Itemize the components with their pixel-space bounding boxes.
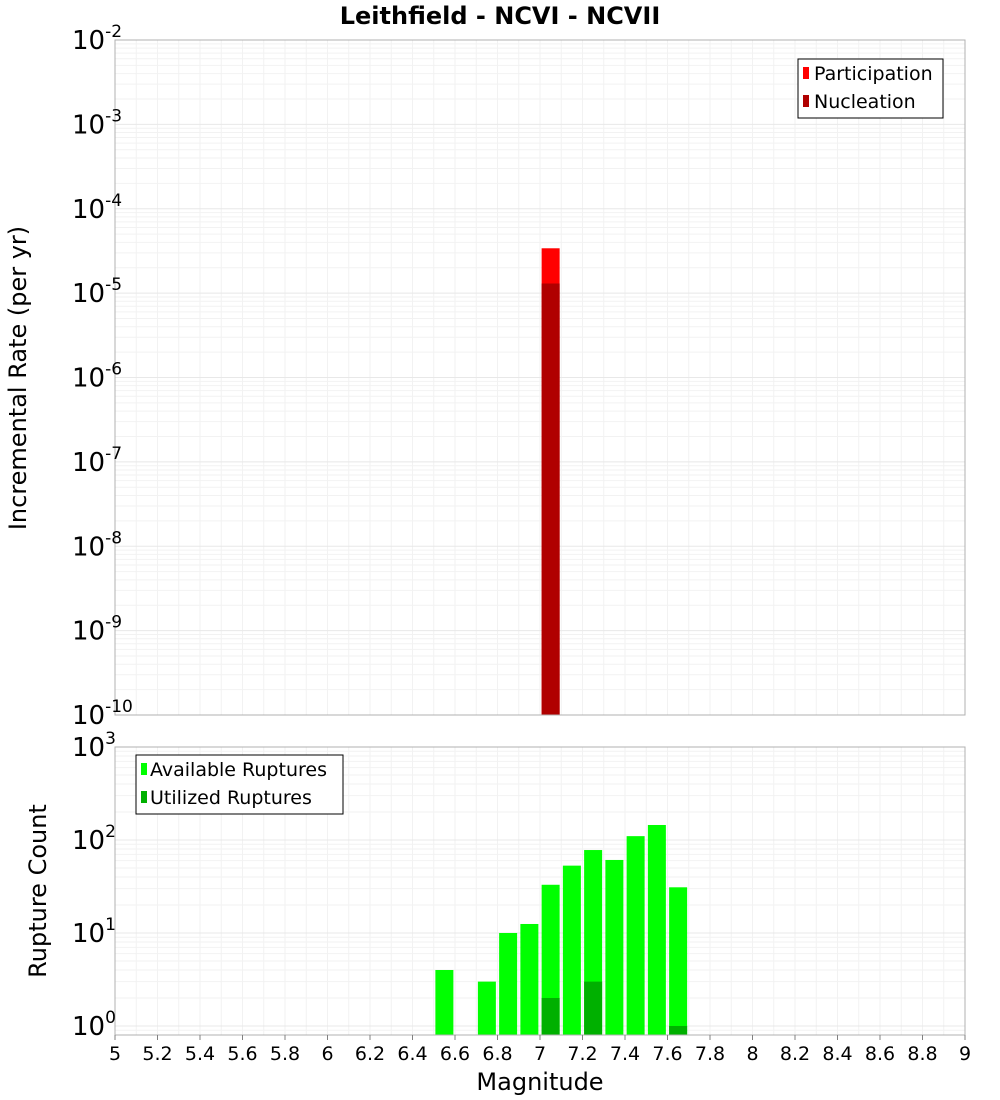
bar-nucleation [541, 283, 560, 715]
y-tick-label: 10-5 [72, 275, 122, 309]
x-tick-label: 7.4 [610, 1043, 640, 1065]
y-tick-label: 100 [72, 1008, 116, 1042]
legend-label-nucleation: Nucleation [814, 91, 916, 113]
bottom-panel: 100 101 102 103 5 5.2 5.4 5.6 5.8 6 6.2 6.4 6.6 6.8 7… [24, 729, 971, 1096]
bar-utilized [584, 981, 603, 1035]
legend-label-utilized: Utilized Ruptures [150, 787, 312, 809]
x-tick-label: 8 [746, 1043, 758, 1065]
bottom-legend: Available Ruptures Utilized Ruptures [135, 754, 344, 815]
chart-title: Leithfield - NCVI - NCVII [340, 2, 661, 30]
y-tick-label: 10-7 [72, 444, 122, 478]
top-legend: Participation Nucleation [797, 58, 944, 119]
x-tick-label: 8.6 [865, 1043, 895, 1065]
top-y-axis-label: Incremental Rate (per yr) [4, 226, 32, 530]
bar-available [626, 836, 645, 1035]
legend-swatch-utilized [141, 791, 147, 803]
bar-utilized [541, 997, 560, 1035]
x-axis-label: Magnitude [476, 1068, 603, 1096]
y-tick-label: 10-10 [72, 697, 133, 731]
x-tick-label: 5.2 [142, 1043, 172, 1065]
x-tick-label: 9 [959, 1043, 971, 1065]
x-tick-label: 5.6 [227, 1043, 257, 1065]
bar-available [669, 887, 688, 1035]
y-tick-label: 10-6 [72, 360, 122, 394]
bar-available [499, 932, 518, 1035]
x-tick-label: 7 [534, 1043, 546, 1065]
bottom-bars [435, 824, 688, 1035]
y-tick-label: 103 [72, 729, 116, 763]
y-tick-label: 101 [72, 915, 116, 949]
bar-available [477, 981, 496, 1035]
bottom-y-axis-label: Rupture Count [24, 804, 52, 978]
x-tick-label: 6.8 [482, 1043, 512, 1065]
top-plot-frame [114, 39, 966, 716]
bar-available [562, 865, 581, 1035]
top-grid [114, 39, 966, 716]
y-tick-label: 10-2 [72, 22, 122, 56]
x-tick-label: 7.6 [652, 1043, 682, 1065]
x-tick-label: 8.8 [907, 1043, 937, 1065]
bar-available [520, 923, 539, 1035]
y-tick-label: 10-3 [72, 106, 122, 140]
bar-available [647, 824, 666, 1035]
x-tick-label: 8.4 [822, 1043, 852, 1065]
x-tick-label: 6 [321, 1043, 333, 1065]
bar-available [435, 969, 454, 1035]
bar-available [541, 884, 560, 1035]
y-tick-label: 10-8 [72, 528, 122, 562]
x-ticks: 5 5.2 5.4 5.6 5.8 6 6.2 6.4 6.6 6.8 7 7.2 7.4 7.6 7.8 8… [109, 1035, 971, 1065]
top-y-ticks: 10-10 10-9 10-8 10-7 10-6 10-5 10-4 10-3 10-2 [72, 22, 133, 731]
top-legend-box [797, 58, 944, 119]
x-tick-label: 7.8 [695, 1043, 725, 1065]
legend-label-participation: Participation [814, 63, 933, 85]
bottom-y-ticks: 100 101 102 103 [72, 729, 116, 1042]
x-tick-label: 8.2 [780, 1043, 810, 1065]
bar-utilized [669, 1025, 688, 1035]
legend-swatch-participation [803, 67, 809, 79]
legend-swatch-nucleation [803, 95, 809, 107]
x-tick-label: 7.2 [567, 1043, 597, 1065]
bottom-legend-box [135, 754, 344, 815]
x-tick-label: 5.4 [185, 1043, 215, 1065]
top-panel: 10-10 10-9 10-8 10-7 10-6 10-5 10-4 10-3 10-2 In… [4, 22, 966, 731]
bar-available [605, 859, 624, 1035]
y-tick-label: 102 [72, 822, 116, 856]
top-bars [541, 248, 560, 715]
x-tick-label: 5 [109, 1043, 121, 1065]
legend-label-available: Available Ruptures [150, 759, 327, 781]
x-tick-label: 6.4 [397, 1043, 427, 1065]
legend-swatch-available [141, 763, 147, 775]
y-tick-label: 10-4 [72, 191, 122, 225]
x-tick-label: 6.6 [440, 1043, 470, 1065]
x-tick-label: 6.2 [355, 1043, 385, 1065]
y-tick-label: 10-9 [72, 613, 122, 647]
x-tick-label: 5.8 [270, 1043, 300, 1065]
